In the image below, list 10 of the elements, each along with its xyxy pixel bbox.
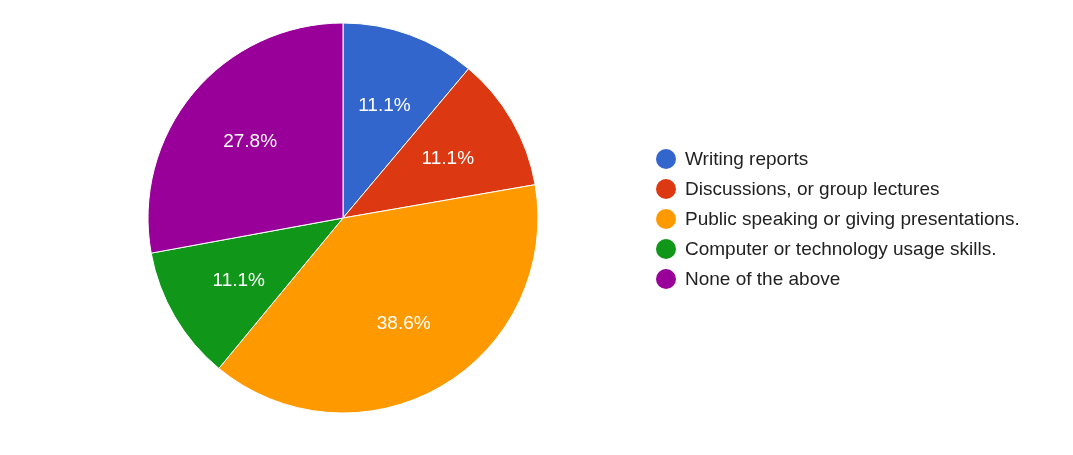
data-label: 11.1% bbox=[421, 147, 475, 169]
data-label: 11.1% bbox=[358, 93, 411, 115]
legend-label: Computer or technology usage skills. bbox=[685, 238, 997, 260]
legend-label: Discussions, or group lectures bbox=[685, 178, 940, 200]
data-label: 38.6% bbox=[376, 312, 431, 334]
legend-label: None of the above bbox=[685, 268, 841, 290]
data-label: 27.8% bbox=[223, 130, 278, 152]
legend-label: Public speaking or giving presentations. bbox=[685, 208, 1020, 230]
legend-label: Writing reports bbox=[685, 148, 809, 170]
data-label: 11.1% bbox=[212, 268, 266, 290]
